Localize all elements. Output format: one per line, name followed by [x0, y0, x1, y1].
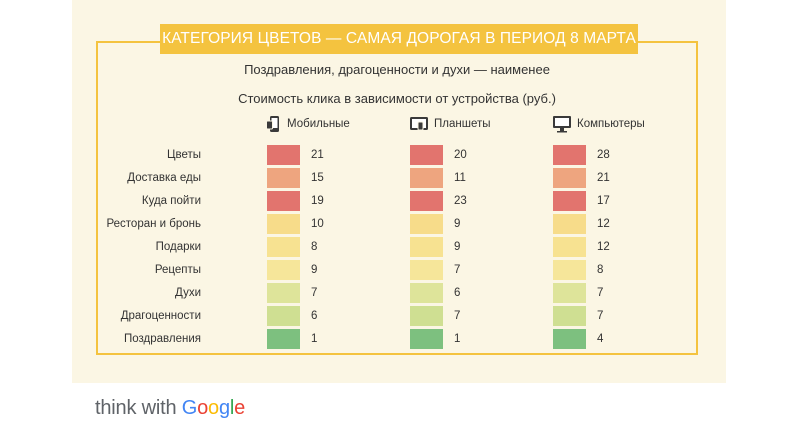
data-label: 6	[311, 310, 318, 322]
heatmap-cell	[267, 329, 300, 349]
data-label: 1	[454, 333, 461, 345]
row-label: Рецепты	[154, 264, 201, 276]
heatmap-cell	[553, 283, 586, 303]
data-label: 1	[311, 333, 318, 345]
heatmap-cell	[267, 260, 300, 280]
heatmap-cell	[410, 260, 443, 280]
heatmap-cell	[410, 145, 443, 165]
data-label: 6	[454, 287, 461, 299]
heatmap-cell	[410, 214, 443, 234]
row-label: Куда пойти	[141, 195, 201, 207]
data-label: 9	[311, 264, 318, 276]
data-label: 8	[597, 264, 604, 276]
heatmap-cell	[410, 329, 443, 349]
heatmap-cell	[553, 191, 586, 211]
row-label: Доставка еды	[127, 172, 201, 184]
mobile-icon	[266, 116, 279, 132]
tablet-icon	[410, 117, 428, 131]
data-label: 21	[597, 172, 610, 184]
data-label: 12	[597, 218, 610, 230]
heatmap-cell	[553, 329, 586, 349]
data-label: 9	[454, 218, 461, 230]
logo-prefix: think with	[95, 397, 182, 419]
logo-letter: e	[234, 397, 246, 419]
heatmap-cell	[267, 283, 300, 303]
heatmap-cell	[553, 168, 586, 188]
heatmap-cell	[410, 237, 443, 257]
row-label: Поздравления	[123, 333, 201, 345]
heatmap-cell	[553, 306, 586, 326]
heatmap-cell	[553, 237, 586, 257]
logo-letter: l	[229, 397, 235, 419]
row-label: Духи	[175, 287, 201, 299]
data-label: 19	[311, 195, 324, 207]
data-label: 7	[597, 287, 604, 299]
data-label: 10	[311, 218, 324, 230]
heatmap-cell	[553, 145, 586, 165]
logo-letter: o	[197, 397, 209, 419]
data-label: 21	[311, 149, 324, 161]
column-label: Планшеты	[434, 118, 491, 130]
chart-title: Стоимость клика в зависимости от устройс…	[238, 91, 556, 106]
column-header-desktop: Компьютеры	[552, 115, 645, 133]
data-label: 20	[454, 149, 467, 161]
heatmap-cell	[267, 191, 300, 211]
data-label: 17	[597, 195, 610, 207]
data-label: 8	[311, 241, 318, 253]
row-label: Цветы	[166, 149, 201, 161]
data-label: 15	[311, 172, 324, 184]
think-with-google-logo: think with Google	[95, 397, 245, 420]
heatmap-cell	[410, 306, 443, 326]
heatmap-cell	[267, 214, 300, 234]
column-header-tablet: Планшеты	[409, 115, 491, 133]
heatmap-cell	[267, 145, 300, 165]
column-label: Компьютеры	[577, 118, 645, 130]
row-label: Драгоценности	[120, 310, 201, 322]
heatmap-cell	[553, 214, 586, 234]
heatmap-cell	[267, 168, 300, 188]
heatmap-cell	[410, 283, 443, 303]
data-label: 23	[454, 195, 467, 207]
data-label: 7	[454, 310, 461, 322]
desktop-icon	[553, 116, 571, 133]
subtitle: Поздравления, драгоценности и духи — наи…	[244, 62, 550, 77]
heatmap-cell	[553, 260, 586, 280]
infographic-background	[72, 0, 726, 383]
data-label: 4	[597, 333, 604, 345]
logo-letter: G	[181, 397, 198, 419]
column-header-mobile: Мобильные	[266, 115, 350, 133]
data-label: 7	[311, 287, 318, 299]
row-label: Подарки	[155, 241, 201, 253]
logo-letter: g	[218, 397, 230, 419]
banner-title: КАТЕГОРИЯ ЦВЕТОВ — САМАЯ ДОРОГАЯ В ПЕРИО…	[160, 24, 638, 54]
logo-letter: o	[208, 397, 219, 419]
heatmap-cell	[410, 168, 443, 188]
column-label: Мобильные	[287, 118, 350, 130]
data-label: 28	[597, 149, 610, 161]
row-label: Ресторан и бронь	[106, 218, 201, 230]
heatmap-cell	[267, 306, 300, 326]
data-label: 12	[597, 241, 610, 253]
heatmap-cell	[267, 237, 300, 257]
data-label: 11	[454, 172, 466, 184]
data-label: 7	[454, 264, 461, 276]
data-label: 9	[454, 241, 461, 253]
data-label: 7	[597, 310, 604, 322]
heatmap-cell	[410, 191, 443, 211]
